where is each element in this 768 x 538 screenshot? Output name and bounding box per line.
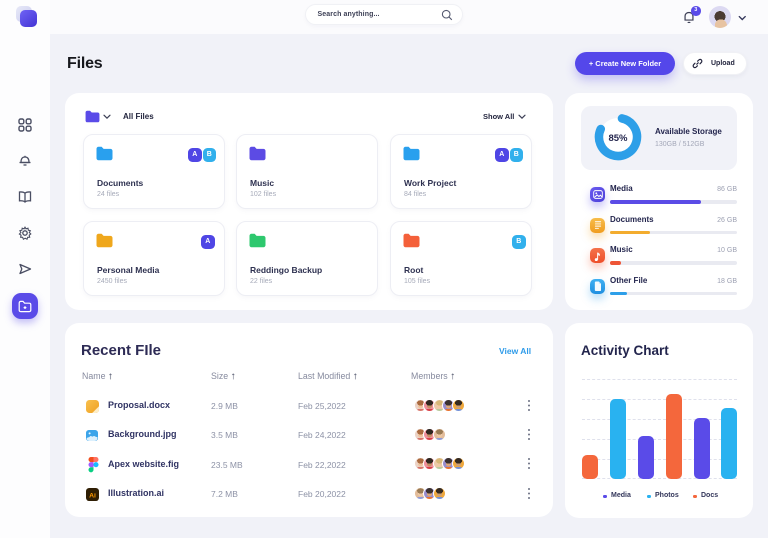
svg-text:Ai: Ai [89,492,96,499]
